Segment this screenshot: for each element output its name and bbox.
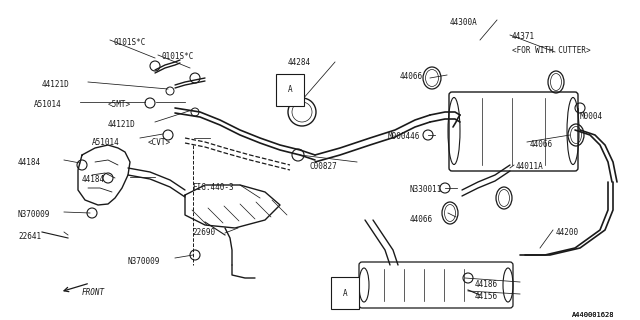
Text: A: A — [288, 85, 292, 94]
Text: 0101S*C: 0101S*C — [113, 38, 145, 47]
Text: 44200: 44200 — [556, 228, 579, 237]
Text: A440001628: A440001628 — [572, 312, 614, 318]
Text: 44184: 44184 — [18, 158, 41, 167]
Text: A51014: A51014 — [92, 138, 120, 147]
Text: A51014: A51014 — [34, 100, 61, 109]
Text: 22690: 22690 — [192, 228, 215, 237]
Text: 44371: 44371 — [512, 32, 535, 41]
Text: A440001628: A440001628 — [572, 312, 614, 318]
Text: 44186: 44186 — [475, 280, 498, 289]
Text: 22641: 22641 — [18, 232, 41, 241]
Text: 44066: 44066 — [530, 140, 553, 149]
Text: <5MT>: <5MT> — [108, 100, 131, 109]
Text: A: A — [342, 289, 348, 298]
Text: M0004: M0004 — [580, 112, 603, 121]
Text: N330011: N330011 — [410, 185, 442, 194]
Text: N370009: N370009 — [127, 257, 159, 266]
Text: 44156: 44156 — [475, 292, 498, 301]
Text: 44121D: 44121D — [108, 120, 136, 129]
Text: 44300A: 44300A — [450, 18, 477, 27]
Text: 44284: 44284 — [288, 58, 311, 67]
Text: M000446: M000446 — [388, 132, 420, 141]
Text: <CVT>: <CVT> — [148, 138, 171, 147]
Text: 44184: 44184 — [82, 175, 105, 184]
Text: 44121D: 44121D — [42, 80, 70, 89]
Text: 44066: 44066 — [400, 72, 423, 81]
Text: N370009: N370009 — [18, 210, 51, 219]
Text: 44011A: 44011A — [516, 162, 544, 171]
Text: 0101S*C: 0101S*C — [161, 52, 193, 61]
Text: FIG.440-3: FIG.440-3 — [192, 183, 234, 192]
Text: FRONT: FRONT — [82, 288, 105, 297]
Text: 44066: 44066 — [410, 215, 433, 224]
Text: <FOR WITH CUTTER>: <FOR WITH CUTTER> — [512, 46, 591, 55]
Text: C00827: C00827 — [310, 162, 338, 171]
